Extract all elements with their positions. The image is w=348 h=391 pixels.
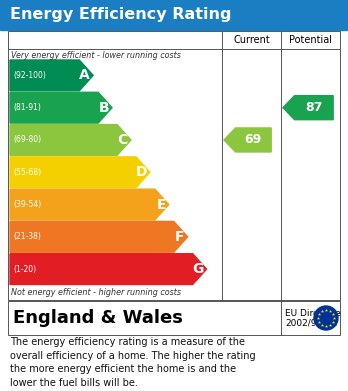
Text: The energy efficiency rating is a measure of the
overall efficiency of a home. T: The energy efficiency rating is a measur… [10, 337, 256, 388]
Circle shape [314, 306, 338, 330]
Polygon shape [10, 92, 112, 123]
Polygon shape [10, 125, 131, 155]
Text: (21-38): (21-38) [13, 232, 41, 241]
Text: Energy Efficiency Rating: Energy Efficiency Rating [10, 7, 231, 23]
Text: (69-80): (69-80) [13, 135, 41, 144]
Text: (1-20): (1-20) [13, 265, 36, 274]
Text: (39-54): (39-54) [13, 200, 41, 209]
Text: 87: 87 [305, 101, 323, 114]
Text: Potential: Potential [289, 35, 332, 45]
Text: (81-91): (81-91) [13, 103, 41, 112]
Text: B: B [98, 100, 109, 115]
Bar [0, 0, 348, 30]
Text: Not energy efficient - higher running costs: Not energy efficient - higher running co… [11, 288, 181, 297]
Text: A: A [79, 68, 90, 83]
Text: G: G [192, 262, 204, 276]
Bar [8, 31, 340, 300]
Text: England & Wales: England & Wales [13, 309, 183, 327]
Text: D: D [135, 165, 147, 179]
Polygon shape [10, 60, 93, 91]
Text: (92-100): (92-100) [13, 71, 46, 80]
Text: Very energy efficient - lower running costs: Very energy efficient - lower running co… [11, 51, 181, 60]
Text: C: C [118, 133, 128, 147]
Text: Current: Current [233, 35, 270, 45]
Text: F: F [175, 230, 185, 244]
Polygon shape [224, 128, 271, 152]
Text: EU Directive: EU Directive [285, 310, 341, 319]
Polygon shape [10, 254, 207, 285]
Polygon shape [10, 157, 150, 188]
Polygon shape [10, 189, 169, 220]
Polygon shape [283, 96, 333, 120]
Text: 2002/91/EC: 2002/91/EC [285, 319, 337, 328]
Text: 69: 69 [245, 133, 262, 147]
Text: E: E [156, 197, 166, 212]
Text: (55-68): (55-68) [13, 168, 41, 177]
Bar [8, 301, 340, 335]
Polygon shape [10, 221, 188, 252]
